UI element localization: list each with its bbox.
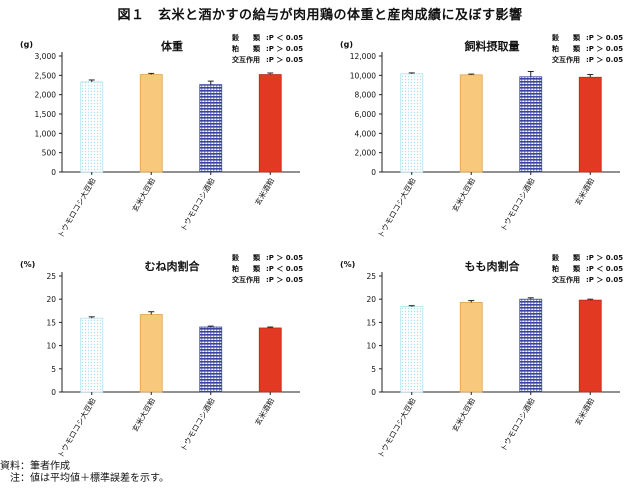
category-label: トウモロコシ酒粕 bbox=[178, 396, 217, 453]
bar-corn-sake bbox=[519, 298, 543, 393]
bar-corn-soy bbox=[80, 81, 104, 173]
y-tick-label: 0 bbox=[51, 168, 56, 177]
stat-label: 交互作用 bbox=[552, 55, 580, 64]
y-tick-label: 1,000 bbox=[35, 129, 57, 138]
chart-body-weight: (g) 体重 穀 類 :P ＜ 0.05 粕 類 :P ＞ 0.05 交互作用 :P ＞ 0.… bbox=[20, 33, 303, 239]
bar-brown-rice-sake bbox=[258, 327, 282, 393]
y-tick-label: 0 bbox=[371, 388, 376, 397]
stat-label: 交互作用 bbox=[232, 55, 260, 64]
category-label: トウモロコシ大豆粕 bbox=[55, 176, 97, 239]
y-tick-label: 3,000 bbox=[35, 52, 57, 61]
stat-label: 穀 類 bbox=[551, 33, 581, 42]
stat-label: 粕 類 bbox=[552, 264, 581, 273]
y-tick-label: 12,000 bbox=[350, 52, 376, 61]
bar-brown-rice-sake bbox=[578, 299, 602, 393]
bar-corn-sake bbox=[519, 76, 543, 173]
y-tick-label: 0 bbox=[371, 168, 376, 177]
y-tick-label: 5 bbox=[51, 365, 56, 374]
stat-value: :P ＞ 0.05 bbox=[586, 276, 623, 284]
category-label: 玄米酒粕 bbox=[252, 176, 276, 207]
stat-value: :P ＞ 0.05 bbox=[266, 45, 303, 53]
bar-brown-rice-sake bbox=[258, 74, 282, 173]
category-label: 玄米大豆粕 bbox=[130, 396, 157, 433]
stat-value: :P ＜ 0.05 bbox=[266, 265, 303, 273]
bar-corn-soy bbox=[400, 306, 424, 393]
category-label: 玄米酒粕 bbox=[252, 396, 276, 427]
bar-brown-rice-soy bbox=[459, 74, 483, 173]
category-label: トウモロコシ酒粕 bbox=[498, 176, 537, 233]
stat-label: 粕 類 bbox=[552, 44, 581, 53]
stat-label: 穀 類 bbox=[231, 253, 261, 262]
y-tick-label: 15 bbox=[366, 318, 376, 327]
stat-value: :P ＞ 0.05 bbox=[266, 56, 303, 64]
category-label: 玄米酒粕 bbox=[572, 396, 596, 427]
y-tick-label: 0 bbox=[51, 388, 56, 397]
y-tick-label: 2,000 bbox=[355, 149, 377, 158]
category-label: トウモロコシ酒粕 bbox=[178, 176, 217, 233]
y-tick-label: 10 bbox=[46, 342, 56, 351]
stat-label: 穀 類 bbox=[231, 33, 261, 42]
chart-thigh-meat-ratio: (%) もも肉割合 穀 類 :P ＞ 0.05 粕 類 :P ＜ 0.05 交互作用 :P ＞… bbox=[340, 253, 623, 459]
stat-value: :P ＞ 0.05 bbox=[266, 254, 303, 262]
figure-title: 図１ 玄米と酒かすの給与が肉用鶏の体重と産肉成績に及ぼす影響 bbox=[117, 8, 523, 23]
category-label: 玄米酒粕 bbox=[572, 176, 596, 207]
y-tick-label: 25 bbox=[46, 272, 56, 281]
y-tick-label: 10,000 bbox=[350, 71, 376, 80]
stat-value: :P ＜ 0.05 bbox=[266, 34, 303, 42]
category-label: トウモロコシ酒粕 bbox=[498, 396, 537, 453]
category-label: トウモロコシ大豆粕 bbox=[375, 176, 417, 239]
chart-title: 体重 bbox=[161, 39, 183, 53]
y-tick-label: 2,500 bbox=[35, 71, 57, 80]
bar-corn-soy bbox=[400, 73, 424, 173]
unit-label: (%) bbox=[20, 260, 35, 269]
stat-label: 交互作用 bbox=[552, 275, 580, 284]
category-label: 玄米大豆粕 bbox=[450, 176, 477, 213]
unit-label: (g) bbox=[340, 40, 353, 49]
footnote: 注：値は平均値＋標準誤差を示す。 bbox=[0, 473, 169, 484]
category-label: 玄米大豆粕 bbox=[130, 176, 157, 213]
chart-title: むね肉割合 bbox=[145, 259, 201, 273]
bar-brown-rice-sake bbox=[578, 76, 602, 173]
y-tick-label: 5 bbox=[371, 365, 376, 374]
stat-value: :P ＞ 0.05 bbox=[586, 254, 623, 262]
bar-corn-soy bbox=[80, 317, 104, 393]
bar-corn-sake bbox=[199, 326, 223, 393]
y-tick-label: 20 bbox=[46, 295, 56, 304]
bar-brown-rice-soy bbox=[459, 302, 483, 393]
y-tick-label: 10 bbox=[366, 342, 376, 351]
category-label: 玄米大豆粕 bbox=[450, 396, 477, 433]
y-tick-label: 20 bbox=[366, 295, 376, 304]
y-tick-label: 500 bbox=[42, 149, 57, 158]
unit-label: (%) bbox=[340, 260, 355, 269]
stat-label: 粕 類 bbox=[232, 264, 261, 273]
stat-label: 穀 類 bbox=[551, 253, 581, 262]
category-label: トウモロコシ大豆粕 bbox=[375, 396, 417, 459]
bar-brown-rice-soy bbox=[139, 314, 163, 393]
chart-breast-meat-ratio: (%) むね肉割合 穀 類 :P ＞ 0.05 粕 類 :P ＜ 0.05 交互作用 :P ＞… bbox=[20, 253, 303, 459]
chart-title: もも肉割合 bbox=[465, 259, 521, 273]
y-tick-label: 25 bbox=[366, 272, 376, 281]
unit-label: (g) bbox=[20, 40, 33, 49]
chart-title: 飼料摂取量 bbox=[464, 39, 520, 53]
y-tick-label: 1,500 bbox=[35, 110, 57, 119]
bar-brown-rice-soy bbox=[139, 74, 163, 173]
stat-value: :P ＞ 0.05 bbox=[586, 56, 623, 64]
notes: 資料：筆者作成 注：値は平均値＋標準誤差を示す。 bbox=[0, 461, 169, 485]
category-label: トウモロコシ大豆粕 bbox=[55, 396, 97, 459]
y-tick-label: 15 bbox=[46, 318, 56, 327]
y-tick-label: 4,000 bbox=[355, 129, 377, 138]
stat-label: 粕 類 bbox=[232, 44, 261, 53]
stat-label: 交互作用 bbox=[232, 275, 260, 284]
stat-value: :P ＞ 0.05 bbox=[586, 45, 623, 53]
stat-value: :P ＞ 0.05 bbox=[586, 34, 623, 42]
stat-value: :P ＞ 0.05 bbox=[266, 276, 303, 284]
y-tick-label: 8,000 bbox=[355, 91, 377, 100]
y-tick-label: 2,000 bbox=[35, 91, 57, 100]
source-note: 資料：筆者作成 bbox=[0, 461, 70, 472]
stat-value: :P ＜ 0.05 bbox=[586, 265, 623, 273]
y-tick-label: 6,000 bbox=[355, 110, 377, 119]
chart-feed-intake: (g) 飼料摂取量 穀 類 :P ＞ 0.05 粕 類 :P ＞ 0.05 交互作用 :P ＞… bbox=[340, 33, 623, 239]
bar-corn-sake bbox=[199, 84, 223, 173]
